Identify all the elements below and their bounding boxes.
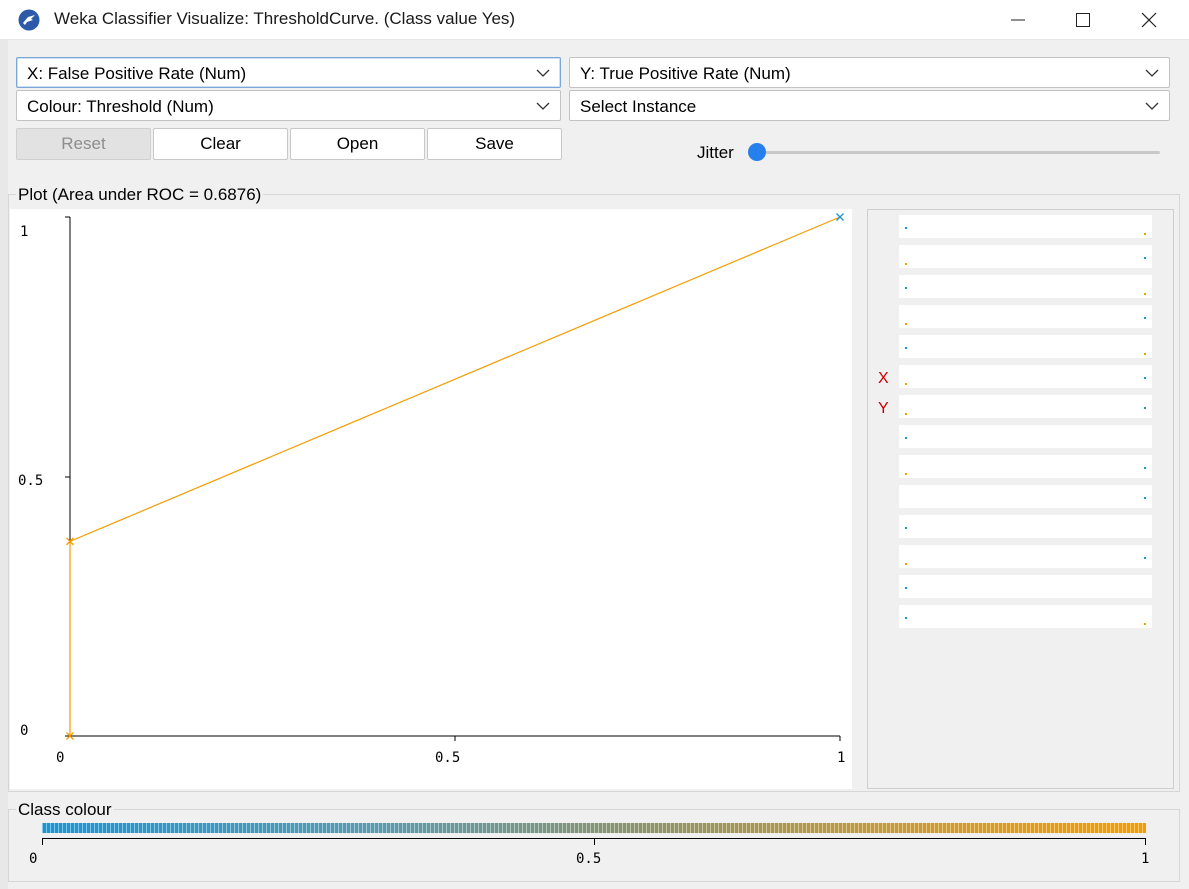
weka-bird-icon <box>18 9 40 31</box>
attribute-bar[interactable] <box>899 215 1152 238</box>
y-tick-label-0: 0 <box>20 723 28 739</box>
attribute-bar[interactable] <box>899 605 1152 628</box>
attribute-bar[interactable] <box>899 485 1152 508</box>
window-title: Weka Classifier Visualize: ThresholdCurv… <box>54 9 516 28</box>
maximize-icon <box>1076 13 1090 27</box>
colour-select[interactable]: Colour: Threshold (Num) <box>16 90 561 121</box>
minimize-icon <box>1011 19 1025 21</box>
class-colour-gradient <box>42 823 1146 833</box>
instance-dot <box>1144 353 1146 355</box>
roc-point[interactable] <box>836 213 844 221</box>
reset-button[interactable]: Reset <box>16 128 151 160</box>
attribute-bar[interactable] <box>899 365 1152 388</box>
colour-select-value: Colour: Threshold (Num) <box>27 97 214 116</box>
instance-dot <box>905 563 907 565</box>
instance-dot <box>905 263 907 265</box>
class-colour-tick-1 <box>1145 838 1146 845</box>
x-tick-label-1: 1 <box>837 750 845 766</box>
instance-dot <box>1144 623 1146 625</box>
attribute-bar[interactable] <box>899 425 1152 448</box>
instance-dot <box>1144 557 1146 559</box>
attribute-bar[interactable] <box>899 335 1152 358</box>
class-colour-group <box>8 809 1180 882</box>
maximize-button[interactable] <box>1060 0 1106 40</box>
chevron-down-icon <box>1145 102 1159 110</box>
instance-dot <box>905 347 907 349</box>
open-button[interactable]: Open <box>290 128 425 160</box>
chevron-down-icon <box>536 69 550 77</box>
x-axis-select[interactable]: X: False Positive Rate (Num) <box>16 57 561 88</box>
roc-chart[interactable]: 1 0.5 0 0 0.5 1 <box>10 209 852 789</box>
title-bar: Weka Classifier Visualize: ThresholdCurv… <box>0 0 1189 40</box>
plot-area[interactable]: 1 0.5 0 0 0.5 1 <box>10 209 852 789</box>
instance-dot <box>905 437 907 439</box>
class-colour-title: Class colour <box>16 800 114 820</box>
attribute-bar[interactable] <box>899 455 1152 478</box>
roc-segment <box>69 216 841 542</box>
attribute-bar[interactable] <box>899 245 1152 268</box>
instance-dot <box>905 227 907 229</box>
instance-dot <box>905 527 907 529</box>
instance-dot <box>905 383 907 385</box>
x-tick-label-0: 0 <box>56 750 64 766</box>
chevron-down-icon <box>1145 69 1159 77</box>
close-icon <box>1141 12 1157 28</box>
clear-button[interactable]: Clear <box>153 128 288 160</box>
attribute-bar[interactable] <box>899 575 1152 598</box>
background-window-edge <box>0 40 8 889</box>
instance-dot <box>1144 257 1146 259</box>
instance-dot <box>905 587 907 589</box>
instance-dot <box>1144 467 1146 469</box>
instance-dot <box>1144 497 1146 499</box>
y-tick-label-1: 1 <box>20 224 28 240</box>
jitter-label: Jitter <box>697 143 734 162</box>
roc-series <box>66 213 844 740</box>
attribute-bar[interactable] <box>899 515 1152 538</box>
class-colour-tick-half <box>594 838 595 845</box>
y-marker-label: Y <box>878 400 889 417</box>
save-button[interactable]: Save <box>427 128 562 160</box>
attribute-bar[interactable] <box>899 395 1152 418</box>
x-tick-label-half: 0.5 <box>435 750 460 766</box>
roc-point[interactable] <box>66 537 74 546</box>
class-colour-label-0: 0 <box>29 851 38 867</box>
attribute-panel: X Y <box>867 209 1174 789</box>
instance-dot <box>1144 317 1146 319</box>
minimize-button[interactable] <box>995 0 1041 40</box>
attribute-bar[interactable] <box>899 305 1152 328</box>
roc-point[interactable] <box>66 732 74 740</box>
jitter-slider-thumb[interactable] <box>748 143 766 161</box>
x-axis-select-value: X: False Positive Rate (Num) <box>27 64 247 83</box>
y-axis-select-value: Y: True Positive Rate (Num) <box>580 64 791 83</box>
y-tick-label-half: 0.5 <box>18 473 43 489</box>
class-colour-label-1: 1 <box>1141 851 1150 867</box>
instance-dot <box>905 617 907 619</box>
instance-dot <box>1144 407 1146 409</box>
instance-dot <box>905 413 907 415</box>
instance-dot <box>1144 377 1146 379</box>
class-colour-label-half: 0.5 <box>576 851 602 867</box>
instance-dot <box>1144 293 1146 295</box>
plot-group <box>8 194 1180 792</box>
jitter-slider-track[interactable] <box>757 151 1160 154</box>
instance-dot <box>1144 233 1146 235</box>
instance-dot <box>905 323 907 325</box>
class-colour-tick-0 <box>42 838 43 845</box>
chevron-down-icon <box>536 102 550 110</box>
instance-select[interactable]: Select Instance <box>569 90 1170 121</box>
close-button[interactable] <box>1126 0 1172 40</box>
instance-dot <box>905 287 907 289</box>
instance-select-value: Select Instance <box>580 97 697 116</box>
attribute-bar[interactable] <box>899 275 1152 298</box>
attribute-bar[interactable] <box>899 545 1152 568</box>
instance-dot <box>905 473 907 475</box>
plot-title: Plot (Area under ROC = 0.6876) <box>16 185 264 205</box>
y-axis-select[interactable]: Y: True Positive Rate (Num) <box>569 57 1170 88</box>
x-marker-label: X <box>878 370 889 387</box>
